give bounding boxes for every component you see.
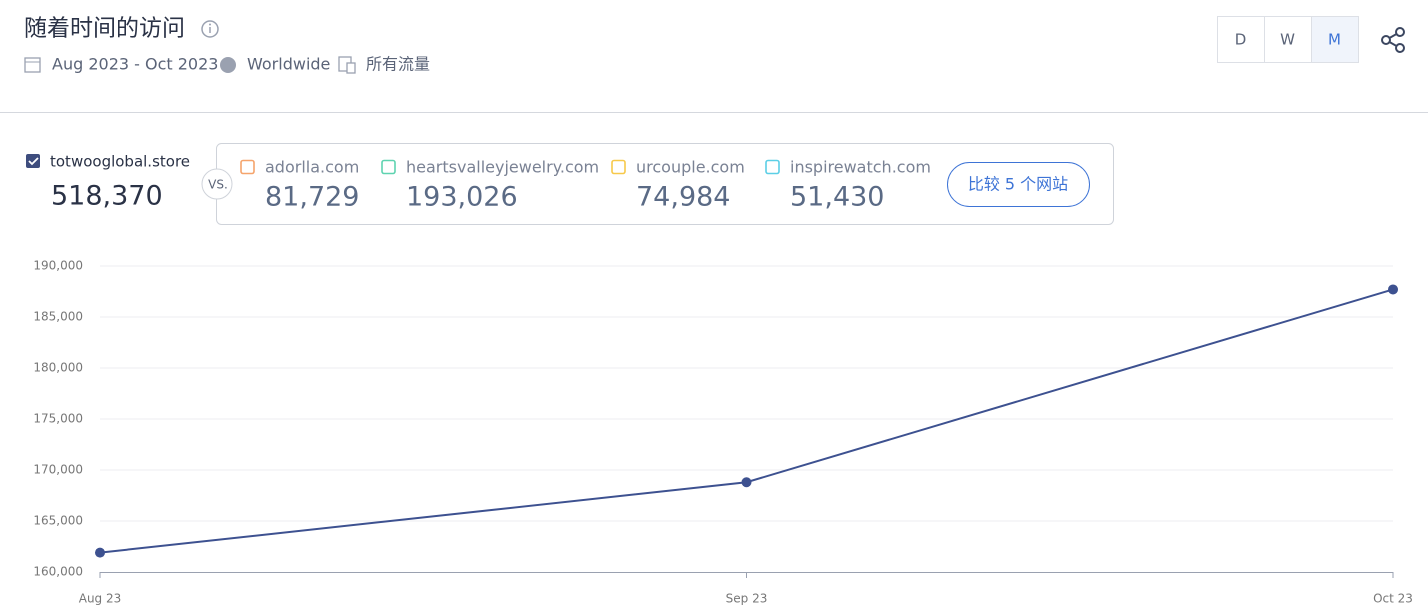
competitor-visits: 193,026 xyxy=(406,182,518,213)
competitor-visits: 81,729 xyxy=(265,182,359,213)
granularity-label[interactable]: D xyxy=(1235,31,1247,49)
vs-label: VS. xyxy=(208,178,228,192)
x-tick-label: Sep 23 xyxy=(726,592,768,606)
y-tick-label: 180,000 xyxy=(33,361,83,375)
x-tick-label: Aug 23 xyxy=(79,592,122,606)
region: Worldwide xyxy=(247,55,330,74)
competitor-name: urcouple.com xyxy=(636,158,745,177)
vs-badge xyxy=(201,168,233,200)
competitor-visits: 51,430 xyxy=(790,182,884,213)
y-tick-label: 160,000 xyxy=(33,565,83,579)
date-range: Aug 2023 - Oct 2023 xyxy=(52,55,218,74)
x-tick-label: Oct 23 xyxy=(1373,592,1413,606)
main-site-name: totwooglobal.store xyxy=(50,153,190,171)
compare-button[interactable] xyxy=(947,162,1090,207)
competitor-checkbox[interactable] xyxy=(381,159,396,175)
share-button[interactable] xyxy=(1381,27,1405,53)
competitor-checkbox[interactable] xyxy=(611,159,626,175)
y-tick-label: 190,000 xyxy=(33,259,83,273)
granularity-label[interactable]: M xyxy=(1328,31,1341,49)
granularity-button[interactable] xyxy=(1311,16,1359,63)
competitors: adorlla.com 81,729 heartsvalleyjewelry.com… xyxy=(240,158,931,213)
globe-icon xyxy=(220,57,236,73)
info-icon xyxy=(201,20,219,38)
data-point[interactable] xyxy=(95,547,105,558)
title: 随着时间的访问 xyxy=(24,16,185,42)
competitor-visits: 74,984 xyxy=(636,182,730,213)
data-point[interactable] xyxy=(1388,284,1398,295)
traffic-type: 所有流量 xyxy=(366,55,430,74)
competitor-name: adorlla.com xyxy=(265,158,359,177)
y-tick-label: 170,000 xyxy=(33,463,83,477)
data-point[interactable] xyxy=(741,477,752,488)
series-line xyxy=(99,288,1394,554)
competitor-name: inspirewatch.com xyxy=(790,158,931,177)
main-checkbox[interactable] xyxy=(26,154,40,168)
device-icon xyxy=(338,56,356,74)
y-tick-label: 165,000 xyxy=(33,514,83,528)
calendar-icon xyxy=(24,57,41,73)
compare-button-label[interactable]: 比较 5 个网站 xyxy=(968,175,1068,194)
y-tick-label: 185,000 xyxy=(33,310,83,324)
competitor-checkbox[interactable] xyxy=(765,159,780,175)
line-chart: 160,000 165,000 170,000 175,000 180,000 185,0… xyxy=(33,259,1413,606)
y-tick-label: 175,000 xyxy=(33,412,83,426)
main-site-visits: 518,370 xyxy=(51,181,163,212)
granularity-button[interactable] xyxy=(1217,16,1265,63)
granularity-label[interactable]: W xyxy=(1280,31,1295,49)
competitor-name: heartsvalleyjewelry.com xyxy=(406,158,599,177)
competitor-checkbox[interactable] xyxy=(240,159,255,175)
